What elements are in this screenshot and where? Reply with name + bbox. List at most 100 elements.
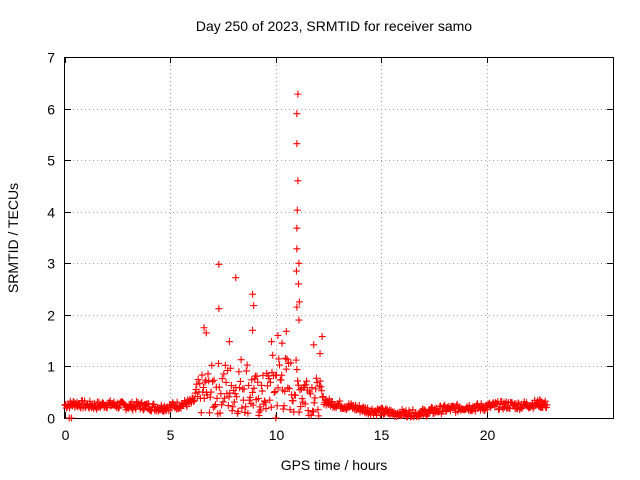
data-point (294, 377, 302, 385)
data-point (270, 388, 278, 396)
y-axis-label: SRMTID / TECUs (5, 183, 21, 293)
data-point (254, 378, 262, 386)
data-point (224, 402, 232, 410)
data-point (281, 387, 289, 395)
data-point (295, 408, 303, 416)
data-point (295, 298, 303, 306)
data-point (160, 407, 168, 415)
data-point (212, 401, 220, 409)
data-point (267, 378, 274, 386)
data-point (284, 384, 292, 392)
data-point (216, 409, 224, 417)
data-point (230, 398, 238, 406)
data-point (90, 399, 98, 407)
data-point (76, 403, 84, 411)
data-point (293, 366, 301, 374)
data-point (376, 411, 384, 419)
data-point (86, 397, 94, 405)
data-point (194, 376, 202, 384)
data-point (256, 403, 264, 411)
data-point (294, 177, 302, 185)
data-point (208, 361, 216, 369)
data-point (286, 406, 294, 414)
data-point (423, 411, 431, 419)
y-tick-label: 2 (47, 308, 55, 324)
data-point (355, 402, 363, 410)
data-point (282, 327, 290, 335)
data-point (120, 400, 128, 408)
data-point (274, 384, 282, 392)
data-point (257, 406, 265, 414)
data-point (318, 333, 326, 341)
data-point (231, 390, 239, 398)
data-point (219, 398, 227, 406)
data-point (200, 394, 208, 402)
data-point (278, 339, 286, 347)
data-point (298, 395, 306, 403)
data-point (160, 402, 168, 410)
data-point (200, 324, 208, 332)
data-point (246, 393, 254, 401)
data-point (202, 376, 210, 384)
data-point (265, 375, 273, 383)
data-point (217, 390, 225, 398)
data-point (522, 399, 530, 407)
data-point (268, 368, 276, 376)
y-tick-label: 0 (47, 411, 55, 427)
data-point (280, 402, 288, 410)
data-point (225, 393, 233, 401)
x-tick-label: 0 (62, 427, 70, 443)
data-point (268, 338, 276, 346)
data-point (248, 376, 256, 384)
data-point (215, 305, 223, 313)
plot-frame (64, 57, 614, 419)
data-point (274, 331, 282, 339)
data-point (311, 394, 319, 402)
data-point (415, 413, 423, 421)
data-point (226, 389, 234, 397)
data-point (218, 401, 226, 409)
data-point (285, 385, 293, 393)
data-point (183, 403, 191, 411)
data-point (261, 398, 269, 406)
y-tick-label: 5 (47, 153, 55, 169)
data-point (114, 404, 122, 412)
data-point (204, 370, 212, 378)
data-point (200, 383, 208, 391)
data-point (295, 316, 303, 324)
data-point (137, 399, 145, 407)
data-point (254, 394, 262, 402)
data-point (190, 396, 198, 404)
data-point (206, 393, 214, 401)
data-point (437, 402, 445, 410)
data-point (139, 406, 147, 414)
data-point (249, 401, 257, 409)
data-point (275, 355, 283, 363)
data-point (233, 393, 241, 401)
data-point (336, 397, 344, 405)
data-point (483, 405, 491, 413)
data-point (258, 387, 266, 395)
data-point (249, 290, 257, 298)
data-point (115, 403, 123, 411)
data-point (312, 385, 320, 393)
data-point (227, 382, 235, 390)
data-point (198, 371, 206, 379)
y-tick-label: 7 (47, 50, 55, 66)
data-point (293, 206, 301, 214)
data-point (295, 280, 303, 288)
data-point (259, 371, 267, 379)
data-point (312, 374, 320, 382)
data-point (306, 390, 314, 398)
y-tick-label: 6 (47, 102, 55, 118)
data-point (228, 407, 236, 415)
data-point (250, 384, 258, 392)
data-point (543, 401, 551, 409)
x-tick-label: 5 (167, 427, 175, 443)
data-point (129, 406, 137, 414)
data-point (218, 375, 226, 383)
data-point (536, 396, 544, 404)
data-point (165, 407, 173, 415)
data-point (215, 260, 223, 268)
